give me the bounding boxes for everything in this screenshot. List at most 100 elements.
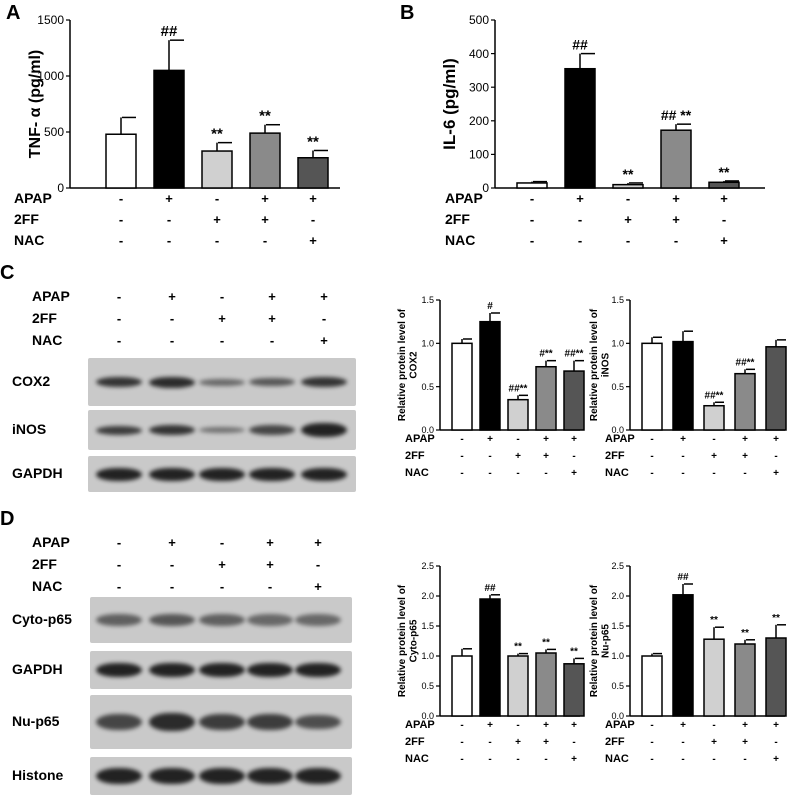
treatment-sign: -: [215, 191, 219, 206]
treatment-sign: -: [315, 557, 321, 572]
y-tick-label: 200: [469, 114, 489, 128]
blot-band: [295, 614, 341, 626]
panel-letter-b: B: [400, 2, 415, 24]
y-axis-label: Relative protein level ofiNOS: [589, 308, 612, 421]
bar: [479, 320, 501, 431]
panel-letter-d: D: [0, 508, 15, 530]
treatment-sign: -: [215, 233, 219, 248]
bar: [564, 67, 596, 189]
treatment-sign: -: [116, 289, 122, 304]
blot-strip: [90, 651, 352, 689]
significance-label: ##: [161, 23, 178, 40]
y-tick-label: 2.0: [611, 591, 624, 601]
y-axis-label: Relative protein level ofNu-p65: [589, 584, 612, 697]
treatment-sign: +: [720, 191, 728, 206]
y-axis-label: Relative protein level ofCOX2: [397, 308, 420, 421]
blot-label: GAPDH: [12, 661, 63, 677]
inos-bar-chart: 0.0 0.5 1.0 1.5 Relative protein level ofiNO…: [589, 295, 787, 479]
blot-strip: [90, 597, 352, 643]
treatment-sign: +: [487, 434, 493, 445]
treatment-sign: -: [219, 289, 225, 304]
significance-label: ## **: [661, 107, 692, 123]
bar: [153, 69, 185, 189]
bar: [535, 652, 557, 717]
y-tick-label: 400: [469, 47, 489, 61]
treatment-sign: +: [543, 720, 549, 731]
blot-band: [149, 663, 195, 677]
y-tick-label: 100: [469, 148, 489, 162]
treatment-sign: -: [516, 434, 519, 445]
treatment-sign: -: [116, 579, 122, 594]
treatment-sign: +: [168, 535, 176, 550]
blot-strip: [88, 410, 356, 450]
blot-band: [247, 768, 293, 784]
y-tick-label: 0: [57, 181, 64, 195]
nu-p65-bar-chart: 0.0 0.5 1.0 1.5 2.0 2.5 Relative protein level…: [589, 561, 787, 765]
y-tick-label: 500: [44, 125, 64, 139]
blot-band: [149, 425, 195, 435]
treatment-sign: -: [516, 754, 519, 765]
treatment-sign: -: [572, 451, 575, 462]
blot-band: [96, 768, 142, 784]
y-axis-label: IL-6 (pg/ml): [440, 58, 459, 150]
bar: [641, 655, 663, 717]
y-axis-label: TNF- α (pg/ml): [27, 50, 44, 158]
bar: [708, 181, 740, 189]
treatment-sign: -: [488, 451, 491, 462]
treatment-label: APAP: [605, 433, 635, 445]
bar: [451, 655, 473, 717]
treatment-sign: -: [650, 720, 653, 731]
y-tick-label: 2.0: [421, 591, 434, 601]
treatment-sign: -: [681, 451, 684, 462]
bar: [672, 594, 694, 717]
bar: [451, 342, 473, 431]
treatment-sign: -: [167, 233, 171, 248]
treatment-label: NAC: [14, 232, 44, 248]
treatment-sign: +: [320, 289, 328, 304]
treatment-sign: -: [169, 579, 175, 594]
treatment-sign: +: [515, 451, 521, 462]
treatment-sign: -: [681, 468, 684, 479]
significance-label: #**: [539, 349, 552, 360]
significance-label: **: [211, 126, 223, 143]
cyto-p65-bar-chart: 0.0 0.5 1.0 1.5 2.0 2.5 Relative protein level…: [397, 561, 585, 765]
y-axis-label: Relative protein level ofCyto-p65: [397, 584, 420, 697]
bar: [297, 157, 329, 189]
treatment-sign: -: [774, 451, 777, 462]
bar: [765, 637, 787, 717]
blot-label: GAPDH: [12, 465, 63, 481]
treatment-label: NAC: [405, 467, 429, 479]
treatment-sign: +: [571, 468, 577, 479]
treatment-sign: +: [543, 737, 549, 748]
treatment-sign: +: [268, 289, 276, 304]
significance-label: **: [570, 646, 578, 657]
treatment-sign: -: [119, 212, 123, 227]
y-tick-label: 1.0: [421, 338, 434, 348]
bar: [734, 372, 756, 431]
panel-letter-c: C: [0, 262, 15, 284]
bar: [612, 183, 644, 189]
treatment-sign: -: [119, 233, 123, 248]
blot-strip: [88, 456, 356, 492]
treatment-label: 2FF: [32, 556, 57, 572]
treatment-label: APAP: [32, 288, 70, 304]
treatment-sign: +: [261, 191, 269, 206]
treatment-label: NAC: [32, 332, 63, 348]
treatment-sign: -: [712, 754, 715, 765]
treatment-sign: +: [218, 311, 226, 326]
blot-label: COX2: [12, 373, 51, 389]
y-tick-label: 2.5: [421, 561, 434, 571]
y-tick-label: 1500: [37, 13, 64, 27]
bar: [249, 132, 281, 189]
treatment-label: NAC: [605, 467, 629, 479]
treatment-sign: -: [743, 754, 746, 765]
blot-label: iNOS: [12, 421, 47, 437]
treatment-sign: -: [116, 333, 122, 348]
treatment-sign: -: [544, 754, 547, 765]
treatment-sign: -: [626, 233, 630, 248]
treatment-sign: -: [681, 754, 684, 765]
blot-band: [295, 768, 341, 784]
blot-band: [199, 768, 245, 784]
blot-band: [301, 377, 347, 387]
treatment-sign: +: [711, 451, 717, 462]
